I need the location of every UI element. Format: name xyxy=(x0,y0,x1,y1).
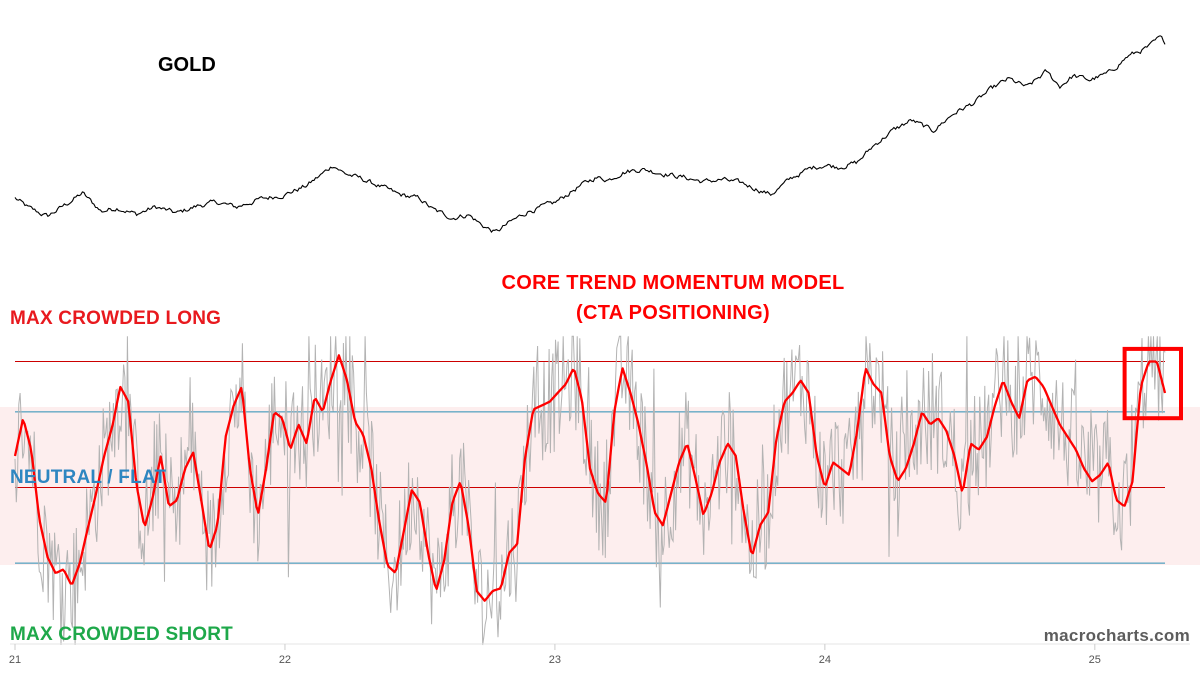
max-crowded-long-label: MAX CROWDED LONG xyxy=(10,308,222,329)
gold-price-line xyxy=(14,35,1166,234)
x-tick-label: 24 xyxy=(819,654,831,666)
raw-signal-line xyxy=(14,335,1166,646)
model-title: CORE TREND MOMENTUM MODEL (CTA POSITIONI… xyxy=(473,268,873,328)
neutral-flat-label: NEUTRAL / FLAT xyxy=(10,467,167,488)
model-title-line2: (CTA POSITIONING) xyxy=(576,302,770,324)
x-tick-label: 22 xyxy=(279,654,291,666)
max-crowded-short-label: MAX CROWDED SHORT xyxy=(10,624,233,645)
x-axis-ticks: 21 22 23 24 25 xyxy=(9,644,1101,666)
x-tick-label: 25 xyxy=(1089,654,1101,666)
watermark: macrocharts.com xyxy=(1043,626,1190,645)
x-tick-label: 23 xyxy=(549,654,561,666)
momentum-model-line xyxy=(13,354,1167,602)
model-title-line1: CORE TREND MOMENTUM MODEL xyxy=(501,272,845,294)
gold-title: GOLD xyxy=(158,54,216,76)
x-tick-label: 21 xyxy=(9,654,21,666)
highlight-box xyxy=(1122,346,1183,421)
